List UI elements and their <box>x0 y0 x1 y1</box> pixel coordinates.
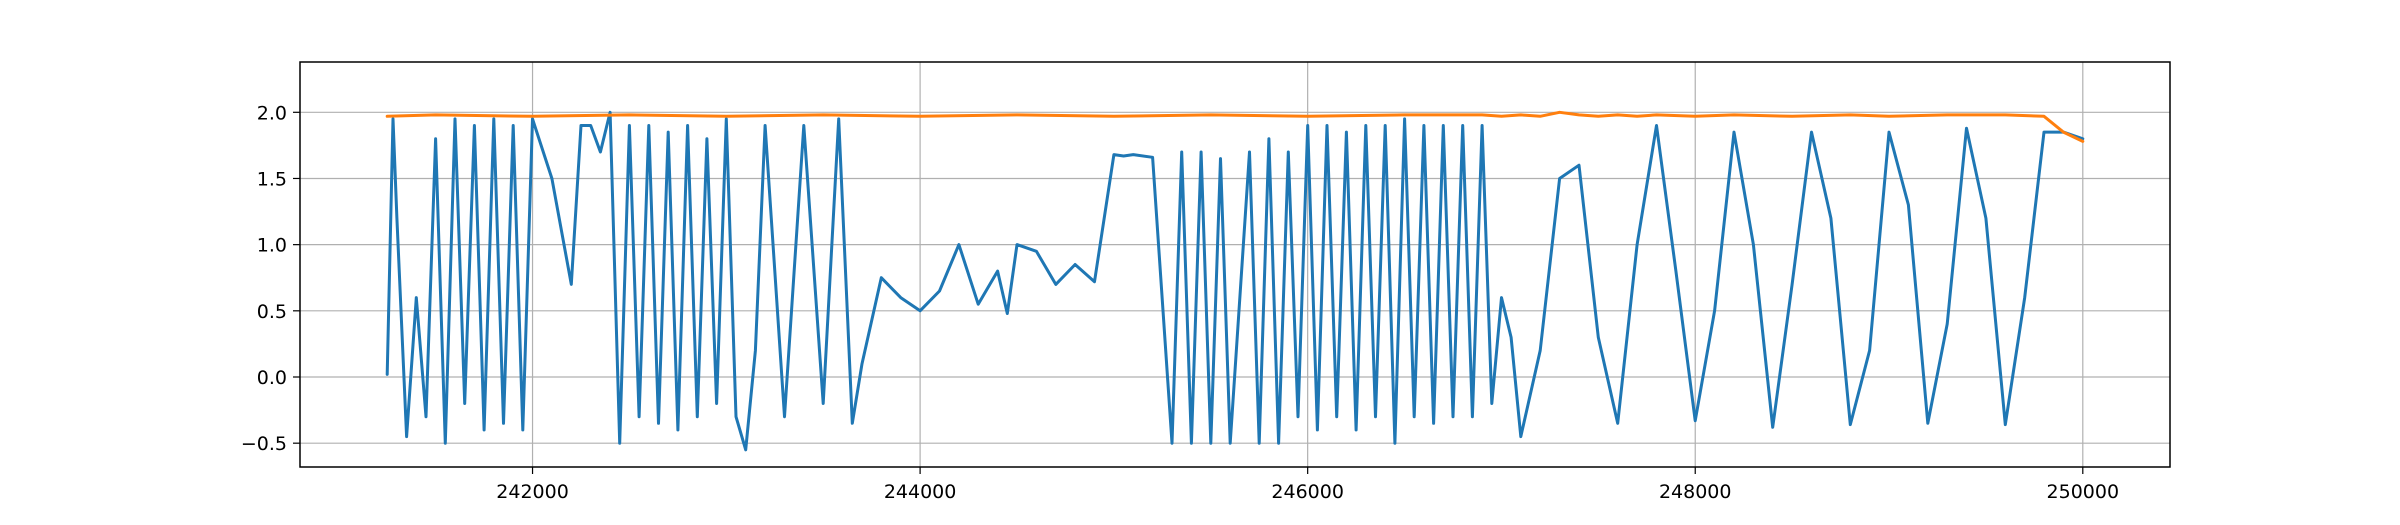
x-tick-label: 246000 <box>1271 481 1344 503</box>
axes-frame <box>299 61 2171 468</box>
y-tick-label: 2.0 <box>257 102 287 124</box>
y-tick-label: 0.0 <box>257 367 287 389</box>
x-tick-label: 244000 <box>884 481 957 503</box>
x-axis: 242000 244000 246000 248000 250000 <box>496 467 2119 503</box>
y-tick-label: −0.5 <box>241 433 287 455</box>
series-line-1 <box>385 110 2085 452</box>
series-layer <box>385 110 2085 452</box>
x-tick-label: 248000 <box>1659 481 1732 503</box>
x-tick-label: 242000 <box>496 481 569 503</box>
y-axis: −0.5 0.0 0.5 1.0 1.5 2.0 <box>241 102 300 455</box>
y-tick-label: 1.0 <box>257 235 287 257</box>
series-line-2 <box>385 110 2085 143</box>
y-tick-label: 1.5 <box>257 168 287 190</box>
x-tick-label: 250000 <box>2047 481 2120 503</box>
y-tick-label: 0.5 <box>257 301 287 323</box>
